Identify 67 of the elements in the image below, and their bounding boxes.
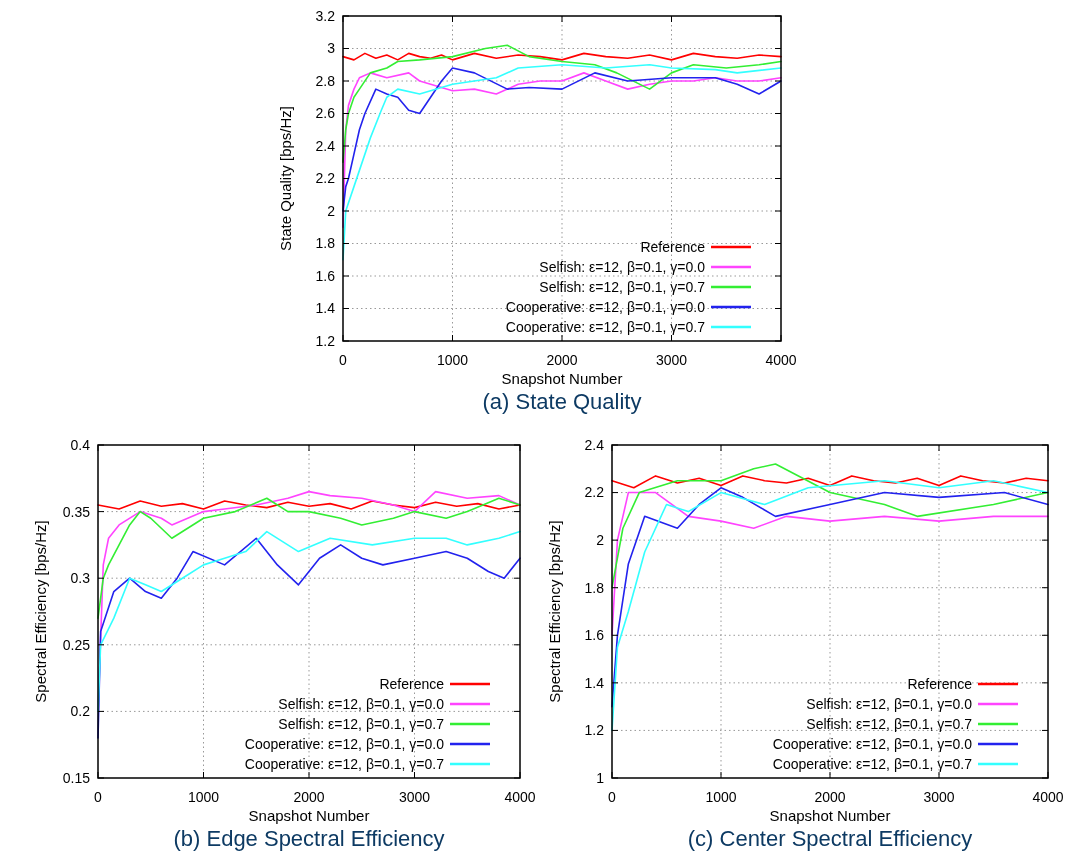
y-axis-title: Spectral Efficiency [bps/Hz] xyxy=(546,520,563,703)
x-tick-label: 3000 xyxy=(923,789,955,805)
y-tick-label: 1.2 xyxy=(584,722,605,739)
y-tick-label: 2 xyxy=(596,532,605,549)
y-tick-label: 1.4 xyxy=(315,300,336,317)
x-tick-label: 0 xyxy=(339,352,348,368)
legend-label: Cooperative: ε=12, β=0.1, γ=0.0 xyxy=(505,298,706,315)
x-axis-title: Snapshot Number xyxy=(248,807,370,824)
y-tick-label: 0.15 xyxy=(62,769,91,786)
legend-label: Selfish: ε=12, β=0.1, γ=0.0 xyxy=(806,695,973,712)
legend-label: Selfish: ε=12, β=0.1, γ=0.7 xyxy=(539,278,706,295)
y-tick-label: 3 xyxy=(327,40,336,57)
y-tick-label: 1.6 xyxy=(584,627,605,644)
x-axis-title: Snapshot Number xyxy=(501,370,623,387)
x-tick-label: 2000 xyxy=(293,789,325,805)
y-tick-label: 1.6 xyxy=(315,267,336,284)
y-tick-label: 0.2 xyxy=(70,703,91,720)
x-tick-label: 4000 xyxy=(765,352,797,368)
line-series xyxy=(97,500,521,510)
y-tick-label: 1.8 xyxy=(315,235,336,252)
x-tick-label: 1000 xyxy=(187,789,220,805)
y-tick-label: 2.2 xyxy=(584,484,605,501)
legend-label: Selfish: ε=12, β=0.1, γ=0.7 xyxy=(806,715,973,732)
x-tick-label: 1000 xyxy=(705,789,737,805)
text: (c) Center Spectral Efficiency xyxy=(687,826,973,851)
text: (a) State Quality xyxy=(482,389,642,414)
line-series xyxy=(611,475,1049,489)
y-tick-label: 0.35 xyxy=(62,503,91,520)
y-tick-label: 2.2 xyxy=(315,170,336,187)
x-axis-title: Snapshot Number xyxy=(769,807,891,824)
y-tick-label: 0.4 xyxy=(70,436,91,453)
x-tick-label: 2000 xyxy=(814,789,846,805)
x-tick-label: 0 xyxy=(94,789,103,805)
legend-label: Cooperative: ε=12, β=0.1, γ=0.0 xyxy=(772,735,973,752)
x-tick-label: 1000 xyxy=(436,352,469,368)
y-tick-label: 1 xyxy=(596,769,605,786)
legend-label: Selfish: ε=12, β=0.1, γ=0.0 xyxy=(539,258,706,275)
y-tick-label: 1.8 xyxy=(584,579,605,596)
x-tick-label: 4000 xyxy=(1032,789,1064,805)
y-tick-label: 2 xyxy=(327,202,336,219)
x-tick-label: 3000 xyxy=(398,789,431,805)
y-tick-label: 2.8 xyxy=(315,72,336,89)
line-series xyxy=(342,52,782,61)
y-tick-label: 0.25 xyxy=(62,636,91,653)
legend-label: Cooperative: ε=12, β=0.1, γ=0.0 xyxy=(244,735,445,752)
y-tick-label: 0.3 xyxy=(70,570,91,587)
legend-label: Selfish: ε=12, β=0.1, γ=0.0 xyxy=(278,695,445,712)
legend-label: Reference xyxy=(379,675,445,692)
y-axis-title: Spectral Efficiency [bps/Hz] xyxy=(32,520,49,703)
legend-label: Reference xyxy=(907,675,973,692)
y-tick-label: 3.2 xyxy=(315,7,336,24)
x-tick-label: 3000 xyxy=(655,352,688,368)
legend-label: Reference xyxy=(640,238,706,255)
x-tick-label: 0 xyxy=(608,789,617,805)
x-tick-label: 4000 xyxy=(504,789,536,805)
y-tick-label: 1.4 xyxy=(584,674,605,691)
y-tick-label: 2.4 xyxy=(584,436,605,453)
legend-label: Cooperative: ε=12, β=0.1, γ=0.7 xyxy=(244,755,445,772)
legend-label: Cooperative: ε=12, β=0.1, γ=0.7 xyxy=(772,755,973,772)
legend-label: Cooperative: ε=12, β=0.1, γ=0.7 xyxy=(505,318,706,335)
y-tick-label: 2.6 xyxy=(315,105,336,122)
y-tick-label: 2.4 xyxy=(315,137,336,154)
text: (b) Edge Spectral Efficiency xyxy=(173,826,445,851)
y-axis-title: State Quality [bps/Hz] xyxy=(277,105,294,252)
x-tick-label: 2000 xyxy=(546,352,578,368)
y-tick-label: 1.2 xyxy=(315,332,336,349)
legend-label: Selfish: ε=12, β=0.1, γ=0.7 xyxy=(278,715,445,732)
